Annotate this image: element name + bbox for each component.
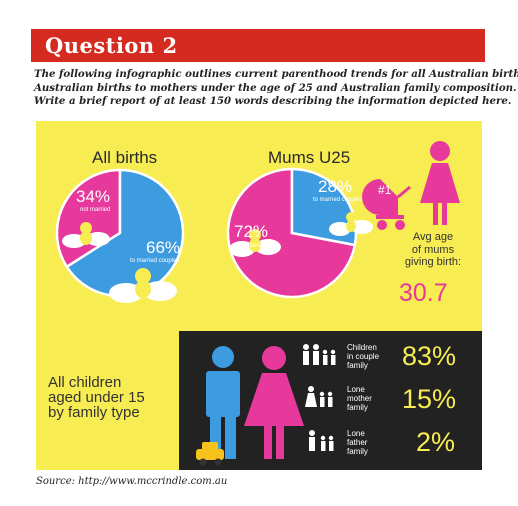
infographic: All births Mums U25 34% not married 66% … <box>36 121 482 470</box>
question-header-bar: Question 2 <box>31 29 485 62</box>
pie-label-text: to married couples <box>130 258 180 264</box>
family-row-label: Lone mother family <box>347 385 372 412</box>
hands-baby-icon <box>62 222 110 248</box>
family-row-label: Children in couple family <box>347 343 379 370</box>
man-icon <box>206 346 240 459</box>
family-row-label: Lone father family <box>347 429 368 456</box>
family-row-value: 2% <box>416 427 456 457</box>
pie-label-text: not married <box>80 207 111 213</box>
family-row-value: 15% <box>402 384 457 414</box>
all-children-line-1: All children <box>48 374 122 391</box>
avg-age-label: Avg age of mums giving birth: <box>398 231 468 269</box>
pie-label-value: 34% <box>76 187 111 206</box>
family-row-label-line: family <box>347 361 368 370</box>
avg-age-line-3: giving birth: <box>404 256 462 268</box>
family-row-label-line: Lone <box>347 385 365 394</box>
hands-baby-icon <box>229 229 281 257</box>
family-row-value: 83% <box>402 341 457 371</box>
family-row-label-line: father <box>347 438 368 447</box>
woman-icon <box>244 346 304 459</box>
family-row-label-line: mother <box>347 394 372 403</box>
instructions-line-3: Write a brief report of at least 150 wor… <box>34 95 512 107</box>
instructions-line-2: Australian births to mothers under the a… <box>34 81 517 94</box>
instructions-line-1: The following infographic outlines curre… <box>34 68 518 80</box>
all-children-line-2: aged under 15 <box>48 389 145 406</box>
pie-label-value: 66% <box>146 238 181 257</box>
family-row-label-line: Children <box>347 343 377 352</box>
pie-label-text: to married couples <box>313 197 363 203</box>
family-icon <box>303 344 336 365</box>
pram-icon <box>362 179 411 230</box>
pie-label-text: not married <box>236 243 267 249</box>
infographic-graphics <box>55 141 482 470</box>
hands-baby-icon <box>109 268 177 303</box>
hands-baby-icon <box>329 212 373 236</box>
toy-car-icon <box>196 442 224 466</box>
source-caption: Source: http://www.mccrindle.com.au <box>36 476 228 487</box>
family-icon <box>309 430 334 451</box>
pie-label-value: 72% <box>234 222 269 241</box>
pie-slice-1 <box>65 168 185 298</box>
avg-age-line-2: of mums <box>411 243 455 256</box>
question-title: Question 2 <box>45 33 178 58</box>
avg-age-value: 30.7 <box>399 279 448 307</box>
rank-badge: #1 <box>378 183 392 197</box>
pie-label-value: 28% <box>318 177 353 196</box>
family-row-label-line: in couple <box>347 352 380 361</box>
instructions: The following infographic outlines curre… <box>34 68 518 109</box>
all-children-line-3: by family type <box>48 404 140 421</box>
all-children-label: All children aged under 15 by family typ… <box>48 375 145 420</box>
pie-title-all-births: All births <box>92 148 158 167</box>
woman-icon <box>420 141 460 225</box>
family-row-label-line: family <box>347 403 368 412</box>
family-row-label-line: Lone <box>347 429 365 438</box>
avg-age-line-1: Avg age <box>412 231 454 243</box>
family-icon <box>305 386 333 407</box>
family-row-label-line: family <box>347 447 368 456</box>
pie-title-mums-u25: Mums U25 <box>268 148 351 167</box>
